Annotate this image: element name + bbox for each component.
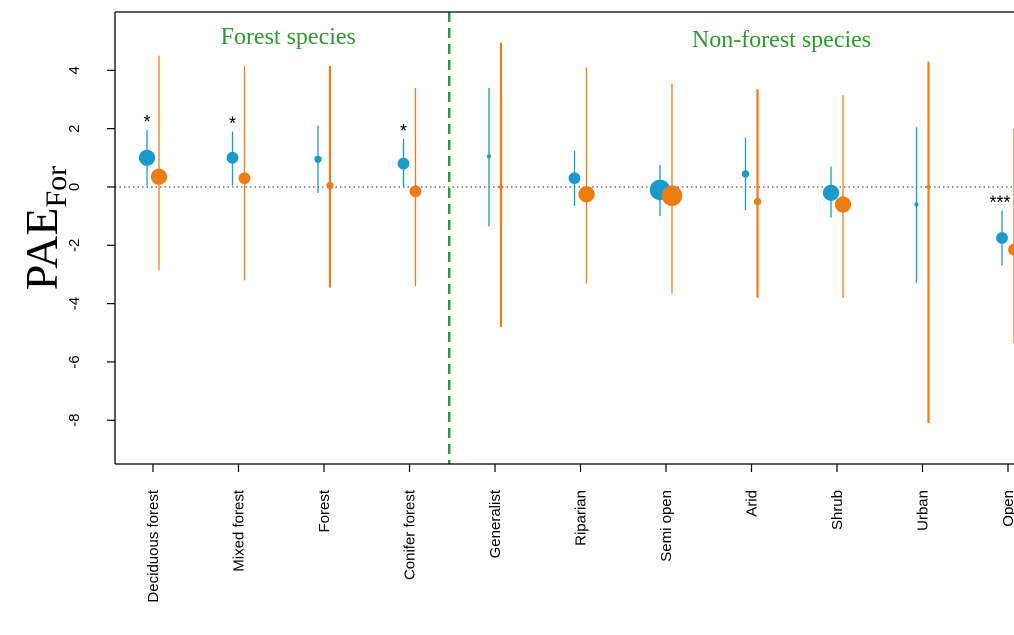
point-s2-6	[661, 185, 683, 207]
point-s1-3	[397, 157, 410, 170]
category-label: Generalist	[487, 489, 504, 558]
point-s2-3	[409, 185, 422, 198]
y-tick-label: -4	[66, 297, 83, 310]
axes-layer	[107, 11, 1014, 472]
point-s1-9	[914, 202, 919, 207]
category-label: Forest	[316, 489, 333, 532]
category-label: Semi open	[658, 490, 675, 562]
significance-marker: *	[400, 121, 407, 141]
point-s2-4	[498, 184, 504, 190]
y-tick-label: -2	[66, 239, 83, 252]
point-s2-0	[150, 168, 168, 185]
category-label: Urban	[915, 490, 932, 531]
y-axis-title-sub: For	[40, 166, 73, 208]
grid-layer	[115, 12, 1014, 464]
point-s1-2	[314, 155, 322, 163]
category-label: Open	[1000, 490, 1014, 527]
point-s1-5	[568, 172, 581, 185]
category-label: Conifer forest	[402, 489, 419, 580]
y-tick-label: 2	[66, 124, 83, 132]
significance-marker: *	[229, 114, 236, 134]
y-axis-title: PAEFor	[16, 166, 73, 290]
point-s1-7	[741, 170, 750, 178]
y-tick-label: -8	[66, 414, 83, 427]
point-s2-10	[1008, 243, 1014, 256]
group-label-forest: Forest species	[221, 24, 356, 50]
point-layer	[138, 149, 1014, 256]
y-tick-label: 4	[66, 66, 83, 74]
significance-marker: ***	[989, 192, 1010, 212]
point-s1-10	[996, 232, 1008, 244]
interval-layer	[146, 42, 1014, 424]
text-layer: 4 2 0 -2 -4 -6 -8 Deciduous forest Mixed forest F…	[16, 24, 1014, 603]
point-s2-9	[926, 184, 931, 190]
category-label: Shrub	[829, 490, 846, 530]
y-tick-label: -6	[66, 355, 83, 368]
y-axis-title-main: PAE	[16, 208, 67, 291]
point-s2-8	[834, 196, 852, 213]
point-s2-1	[238, 172, 251, 185]
point-s2-7	[753, 197, 762, 206]
category-label: Riparian	[573, 490, 590, 546]
y-tick-label: 0	[66, 183, 83, 191]
point-s1-1	[226, 151, 239, 164]
point-s1-8	[822, 184, 840, 201]
point-s2-2	[326, 181, 334, 190]
category-label: Deciduous forest	[145, 489, 162, 602]
category-label: Mixed forest	[231, 489, 248, 572]
point-s1-4	[486, 154, 492, 159]
category-label: Arid	[744, 490, 761, 517]
point-s1-0	[138, 149, 156, 166]
significance-marker: *	[143, 112, 150, 132]
group-label-nonforest: Non-forest species	[692, 27, 871, 53]
point-s2-5	[578, 186, 595, 203]
